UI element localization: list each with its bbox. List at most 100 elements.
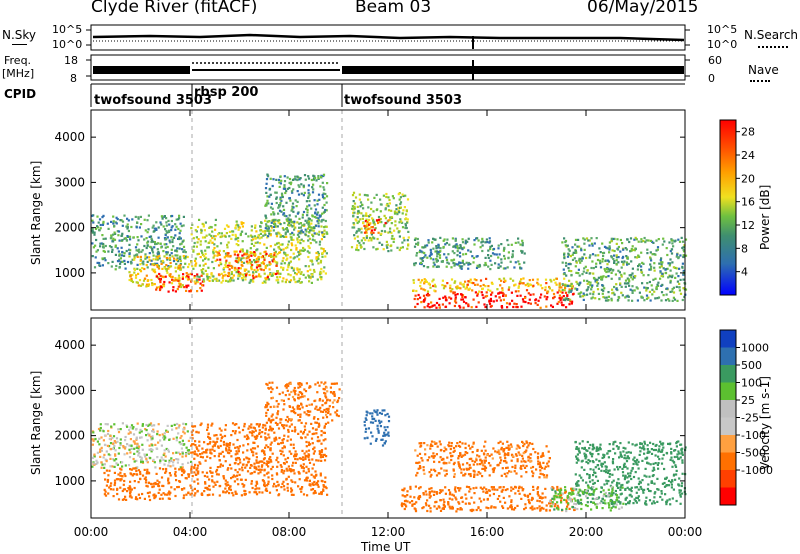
cpid-mode-2: rbsp 200 xyxy=(194,85,258,100)
velocity-colorbar-tick-label: 500 xyxy=(741,359,762,372)
y-tick-label: 1000 xyxy=(54,266,85,280)
nave-dots xyxy=(750,80,770,82)
power-colorbar-tick-label: 16 xyxy=(741,196,755,209)
freq-unit: [MHz] xyxy=(2,67,35,80)
nave-tick-top: 60 xyxy=(708,54,722,67)
colorbar-segment xyxy=(720,470,736,488)
velocity-panel: 1000 2000 3000 4000 xyxy=(54,317,687,519)
echo-region xyxy=(190,218,328,284)
power-colorbar: 4 8 12 16 20 24 28 xyxy=(719,119,755,296)
x-tick-label: 16:00 xyxy=(470,525,505,539)
echo-region xyxy=(128,254,193,289)
colorbar-segment xyxy=(720,400,736,418)
colorbar-segment xyxy=(720,452,736,471)
colorbar-segment xyxy=(720,330,736,348)
echo-region xyxy=(103,467,192,502)
x-tick-label: 12:00 xyxy=(371,525,406,539)
cpid-mode-3: twofsound 3503 xyxy=(344,93,462,108)
echo-region xyxy=(216,250,279,280)
beam-title: Beam 03 xyxy=(355,0,432,17)
echo-region xyxy=(363,218,390,234)
echo-region xyxy=(412,277,574,293)
velocity-colorbar-tick-label: -25 xyxy=(741,412,759,425)
y-tick-label: 2000 xyxy=(54,221,85,235)
freq-tick-bottom: 8 xyxy=(70,72,77,85)
x-tick-label: 04:00 xyxy=(173,525,208,539)
x-tick-label: 00:00 xyxy=(74,525,109,539)
station-title: Clyde River (fitACF) xyxy=(91,0,258,17)
x-tick-label: 20:00 xyxy=(569,525,604,539)
velocity-colorbar-tick-label: 1000 xyxy=(741,342,769,355)
date-title: 06/May/2015 xyxy=(587,0,699,17)
echo-region xyxy=(414,440,551,479)
nave-label: Nave xyxy=(748,63,779,77)
colorbar-segment xyxy=(720,417,736,436)
power-scatter xyxy=(91,173,688,309)
echo-region xyxy=(264,381,341,424)
colorbar-segment xyxy=(720,382,736,401)
nsky-label: N.Sky xyxy=(2,28,37,42)
echo-region xyxy=(190,422,329,497)
cpid-label: CPID xyxy=(4,87,37,101)
velocity-colorbar-tick-label: -1000 xyxy=(741,464,773,477)
power-colorbar-label: Power [dB] xyxy=(758,185,772,250)
echo-region xyxy=(350,191,410,253)
echo-region xyxy=(413,236,526,271)
velocity-colorbar-tick-label: 100 xyxy=(741,377,762,390)
nsearch-tick-bottom: 10^0 xyxy=(707,38,737,51)
power-colorbar-tick-label: 20 xyxy=(741,172,755,185)
cpid-mode-1: twofsound 3503 xyxy=(94,93,212,108)
echo-region xyxy=(363,409,391,447)
x-tick-label: 00:00 xyxy=(668,525,703,539)
y-tick-label: 1000 xyxy=(54,474,85,488)
echo-region xyxy=(155,272,205,293)
nave-tick-bottom: 0 xyxy=(708,72,715,85)
nsky-trace xyxy=(92,33,685,42)
nsearch-dots xyxy=(758,46,788,48)
nsky-tick-top: 10^5 xyxy=(52,23,82,36)
freq-trace-a xyxy=(93,66,190,74)
nsearch-label: N.Search xyxy=(744,28,799,42)
nsky-panel xyxy=(86,24,690,51)
velocity-ylabel: Slant Range [km] xyxy=(29,371,43,475)
freq-trace-c xyxy=(342,66,684,74)
y-tick-label: 2000 xyxy=(54,429,85,443)
colorbar-segment xyxy=(720,435,736,453)
freq-label: Freq. xyxy=(4,54,32,67)
x-axis-label: Time UT xyxy=(360,540,411,554)
cpid-row xyxy=(90,83,685,107)
echo-region xyxy=(264,173,329,238)
echo-region xyxy=(413,291,575,309)
echo-region xyxy=(400,485,576,513)
power-colorbar-tick-label: 12 xyxy=(741,219,755,232)
power-panel: 1000 2000 3000 4000 xyxy=(54,109,688,311)
velocity-colorbar-tick-label: -500 xyxy=(741,447,766,460)
velocity-colorbar-tick-label: -100 xyxy=(741,429,766,442)
y-tick-label: 3000 xyxy=(54,175,85,189)
velocity-scatter xyxy=(91,381,687,513)
colorbar-segment xyxy=(720,487,736,506)
y-tick-label: 4000 xyxy=(54,130,85,144)
power-colorbar-tick-label: 8 xyxy=(741,242,748,255)
velocity-colorbar-tick-label: 25 xyxy=(741,394,755,407)
colorbar-segment xyxy=(720,365,736,383)
power-ylabel: Slant Range [km] xyxy=(29,161,43,265)
y-tick-label: 3000 xyxy=(54,383,85,397)
power-colorbar-tick-label: 28 xyxy=(741,126,755,139)
colorbar-segment xyxy=(720,347,736,366)
echo-region xyxy=(548,485,625,513)
velocity-colorbar-label: Velocity [m s-1] xyxy=(758,376,772,470)
echo-region xyxy=(561,236,688,302)
power-colorbar-tick-label: 4 xyxy=(741,266,748,279)
echo-region xyxy=(91,214,188,271)
nsearch-tick-top: 10^5 xyxy=(707,23,737,36)
power-colorbar-tick-label: 24 xyxy=(741,149,755,162)
echo-region xyxy=(91,422,193,469)
x-tick-label: 08:00 xyxy=(272,525,307,539)
nsky-underline xyxy=(12,44,27,45)
velocity-colorbar: 1000 500 100 25 -25 -100 -500 -1000 xyxy=(719,329,773,506)
y-tick-label: 4000 xyxy=(54,338,85,352)
freq-tick-top: 18 xyxy=(64,54,78,67)
freq-panel xyxy=(86,54,690,81)
